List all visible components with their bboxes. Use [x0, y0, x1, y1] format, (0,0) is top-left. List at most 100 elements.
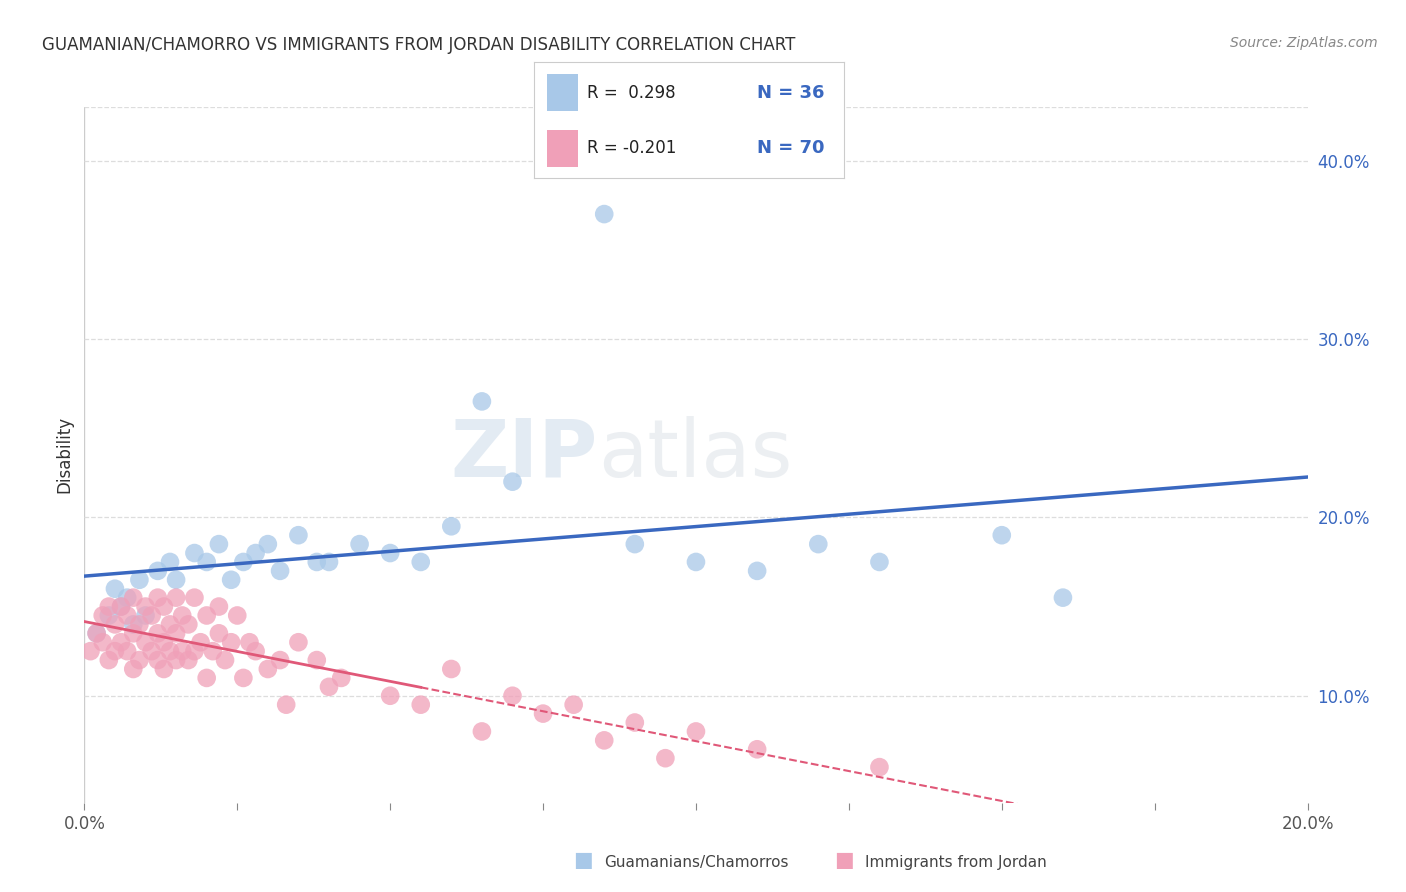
- Point: [153, 662, 176, 676]
- Point: [91, 608, 114, 623]
- Text: N = 70: N = 70: [756, 139, 824, 157]
- Point: [79, 644, 101, 658]
- Point: [440, 662, 463, 676]
- Point: [502, 475, 524, 489]
- Point: [122, 591, 145, 605]
- Point: [97, 599, 120, 614]
- Point: [128, 573, 150, 587]
- Point: [159, 617, 181, 632]
- Point: [531, 706, 554, 721]
- Point: [219, 635, 242, 649]
- Point: [195, 608, 218, 623]
- Point: [208, 599, 231, 614]
- Text: Immigrants from Jordan: Immigrants from Jordan: [865, 855, 1046, 870]
- Point: [135, 608, 157, 623]
- Point: [685, 724, 707, 739]
- Point: [380, 689, 402, 703]
- Point: [624, 715, 647, 730]
- Point: [318, 680, 340, 694]
- Point: [146, 591, 169, 605]
- Point: [654, 751, 676, 765]
- Point: [115, 608, 138, 623]
- Point: [122, 626, 145, 640]
- Point: [104, 644, 127, 658]
- Point: [135, 635, 157, 649]
- Point: [219, 573, 242, 587]
- Point: [177, 653, 200, 667]
- Bar: [547, 74, 578, 112]
- Text: R = -0.201: R = -0.201: [586, 139, 676, 157]
- Point: [305, 555, 328, 569]
- Text: ■: ■: [574, 850, 593, 870]
- Point: [183, 546, 205, 560]
- Point: [440, 519, 463, 533]
- Text: ■: ■: [834, 850, 853, 870]
- Point: [305, 653, 328, 667]
- Point: [409, 555, 432, 569]
- Point: [153, 599, 176, 614]
- Point: [97, 608, 120, 623]
- Point: [245, 546, 267, 560]
- Point: [141, 644, 163, 658]
- Bar: [547, 129, 578, 167]
- Point: [172, 608, 194, 623]
- Text: R =  0.298: R = 0.298: [586, 84, 675, 102]
- Point: [232, 671, 254, 685]
- Point: [165, 591, 187, 605]
- Point: [110, 599, 132, 614]
- Point: [269, 653, 291, 667]
- Point: [104, 617, 127, 632]
- Point: [86, 626, 108, 640]
- Point: [238, 635, 260, 649]
- Point: [502, 689, 524, 703]
- Point: [593, 733, 616, 747]
- Point: [409, 698, 432, 712]
- Point: [190, 635, 212, 649]
- Point: [183, 644, 205, 658]
- Point: [110, 635, 132, 649]
- Point: [226, 608, 249, 623]
- Point: [330, 671, 353, 685]
- Y-axis label: Disability: Disability: [55, 417, 73, 493]
- Point: [991, 528, 1014, 542]
- Point: [747, 564, 769, 578]
- Text: ZIP: ZIP: [451, 416, 598, 494]
- Point: [201, 644, 224, 658]
- Text: N = 36: N = 36: [756, 84, 824, 102]
- Point: [91, 635, 114, 649]
- Point: [380, 546, 402, 560]
- Point: [141, 608, 163, 623]
- Point: [86, 626, 108, 640]
- Point: [122, 662, 145, 676]
- Point: [276, 698, 298, 712]
- Point: [146, 653, 169, 667]
- Point: [165, 653, 187, 667]
- Text: atlas: atlas: [598, 416, 793, 494]
- Text: Guamanians/Chamorros: Guamanians/Chamorros: [605, 855, 789, 870]
- Point: [232, 555, 254, 569]
- Text: Source: ZipAtlas.com: Source: ZipAtlas.com: [1230, 36, 1378, 50]
- Point: [471, 724, 494, 739]
- Point: [471, 394, 494, 409]
- Point: [165, 626, 187, 640]
- Point: [257, 537, 280, 551]
- Point: [110, 599, 132, 614]
- Point: [287, 635, 309, 649]
- Point: [122, 617, 145, 632]
- Point: [287, 528, 309, 542]
- Point: [214, 653, 236, 667]
- Point: [104, 582, 127, 596]
- Point: [245, 644, 267, 658]
- Point: [208, 537, 231, 551]
- Point: [165, 573, 187, 587]
- Point: [807, 537, 830, 551]
- Point: [128, 617, 150, 632]
- Point: [349, 537, 371, 551]
- Point: [562, 698, 585, 712]
- Point: [747, 742, 769, 756]
- Point: [115, 644, 138, 658]
- Point: [159, 644, 181, 658]
- Point: [624, 537, 647, 551]
- Point: [269, 564, 291, 578]
- Point: [195, 671, 218, 685]
